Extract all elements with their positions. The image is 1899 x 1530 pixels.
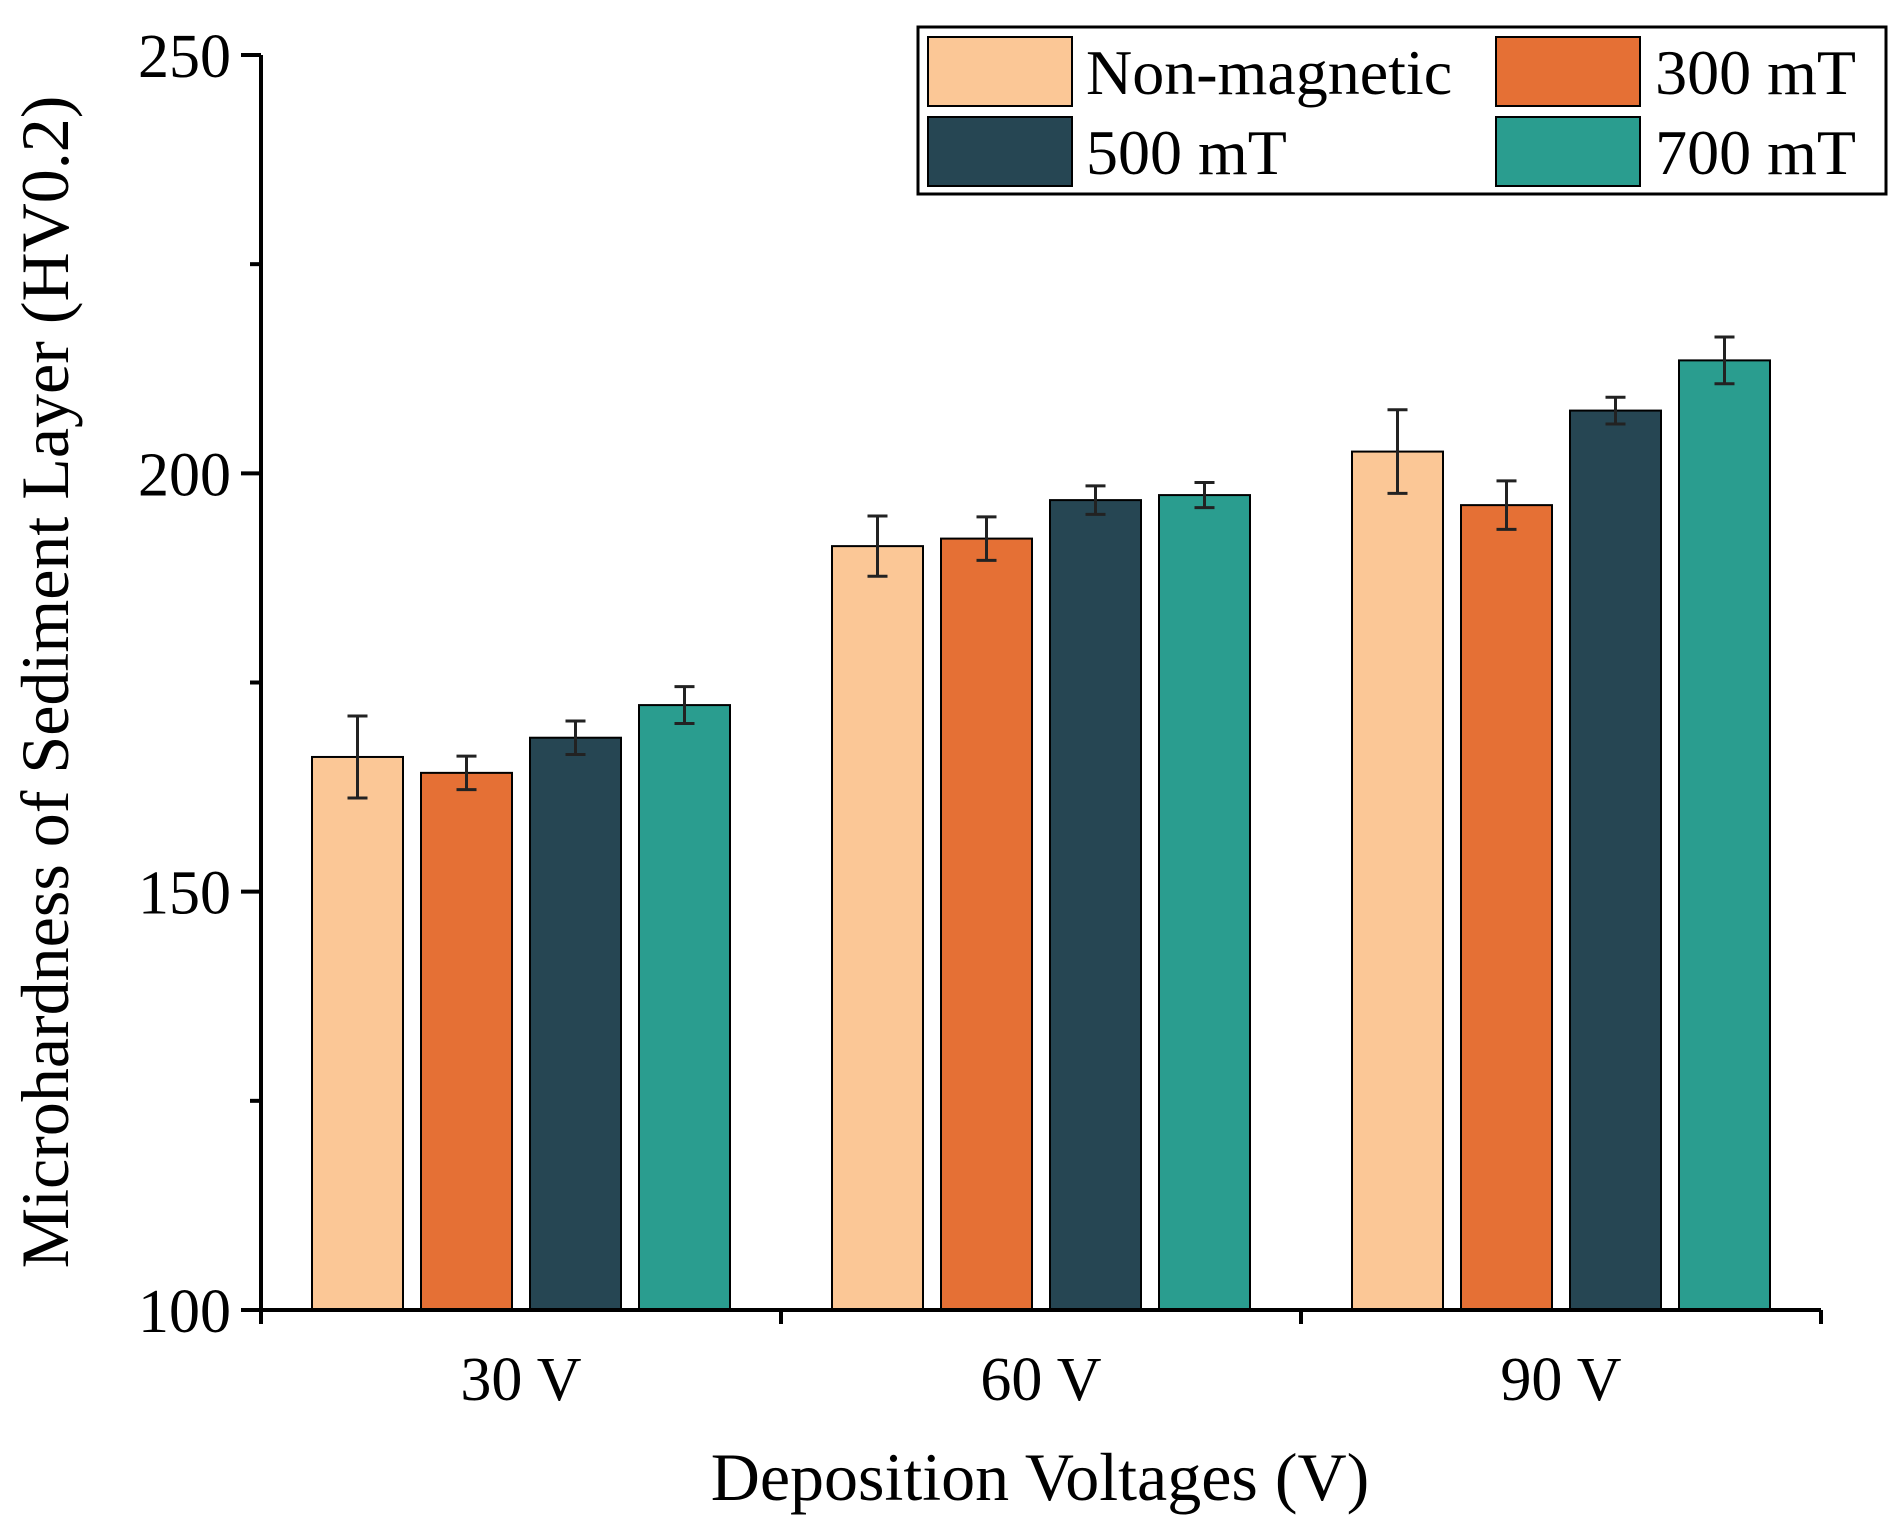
bar: [831, 545, 924, 1311]
y-axis-label: Microhardness of Sediment Layer (HV0.2): [7, 96, 83, 1269]
x-axis-label: Deposition Voltages (V): [711, 1439, 1370, 1515]
y-tick-label: 200: [138, 441, 231, 509]
legend-label: 500 mT: [1086, 117, 1287, 188]
bar: [638, 704, 731, 1311]
bar: [420, 771, 513, 1311]
bar: [940, 537, 1033, 1311]
bar: [1158, 494, 1251, 1311]
y-tick-label: 150: [138, 860, 231, 928]
bar: [529, 736, 622, 1311]
legend-swatch: [1495, 116, 1641, 187]
bar: [1351, 450, 1444, 1311]
legend-label: Non-magnetic: [1086, 37, 1452, 108]
x-tick-label: 90 V: [1500, 1346, 1621, 1414]
x-tick-label: 30 V: [460, 1346, 581, 1414]
y-tick-label: 250: [138, 23, 231, 91]
plot-area: [311, 335, 1771, 1312]
bar: [1678, 359, 1771, 1311]
y-tick-label: 100: [138, 1278, 231, 1346]
legend-swatch: [927, 116, 1073, 187]
legend-swatch: [1495, 36, 1641, 107]
legend: Non-magnetic 300 mT 500 mT 700 mT: [916, 25, 1888, 196]
bar: [1460, 504, 1553, 1312]
legend-label: 300 mT: [1655, 37, 1856, 108]
axes: 100 150 200 250 30 V 60 V 90 V: [138, 23, 1823, 1414]
legend-label: 700 mT: [1655, 117, 1856, 188]
x-tick-label: 60 V: [980, 1346, 1101, 1414]
bar: [1049, 499, 1142, 1311]
bar: [311, 755, 404, 1311]
legend-swatch: [927, 36, 1073, 107]
bar: [1569, 409, 1662, 1312]
legend-frame: [916, 25, 1888, 196]
